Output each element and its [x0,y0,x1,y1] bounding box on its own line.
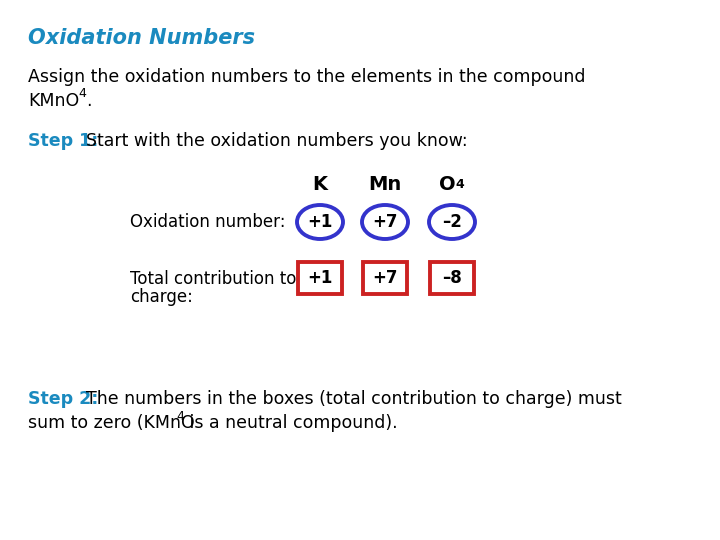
Text: +1: +1 [307,213,333,231]
Text: +7: +7 [372,213,397,231]
Text: 4: 4 [456,178,464,191]
Text: 4: 4 [78,87,86,100]
Text: +1: +1 [307,269,333,287]
Text: The numbers in the boxes (total contribution to charge) must: The numbers in the boxes (total contribu… [86,390,622,408]
Text: charge:: charge: [130,288,193,306]
Text: Mn: Mn [369,175,402,194]
Text: 4: 4 [176,410,184,423]
Text: K: K [312,175,328,194]
Text: Oxidation number:: Oxidation number: [130,213,286,231]
Text: .: . [86,92,91,110]
Text: –2: –2 [442,213,462,231]
Text: Total contribution to: Total contribution to [130,270,297,288]
Text: sum to zero (KMnO: sum to zero (KMnO [28,414,194,432]
Text: Start with the oxidation numbers you know:: Start with the oxidation numbers you kno… [86,132,467,150]
Text: Oxidation Numbers: Oxidation Numbers [28,28,255,48]
Text: Step 1:: Step 1: [28,132,99,150]
Text: +7: +7 [372,269,397,287]
Text: Step 2:: Step 2: [28,390,99,408]
Text: –8: –8 [442,269,462,287]
Text: O: O [438,175,455,194]
Text: is a neutral compound).: is a neutral compound). [184,414,397,432]
Text: KMnO: KMnO [28,92,79,110]
Text: Assign the oxidation numbers to the elements in the compound: Assign the oxidation numbers to the elem… [28,68,585,86]
